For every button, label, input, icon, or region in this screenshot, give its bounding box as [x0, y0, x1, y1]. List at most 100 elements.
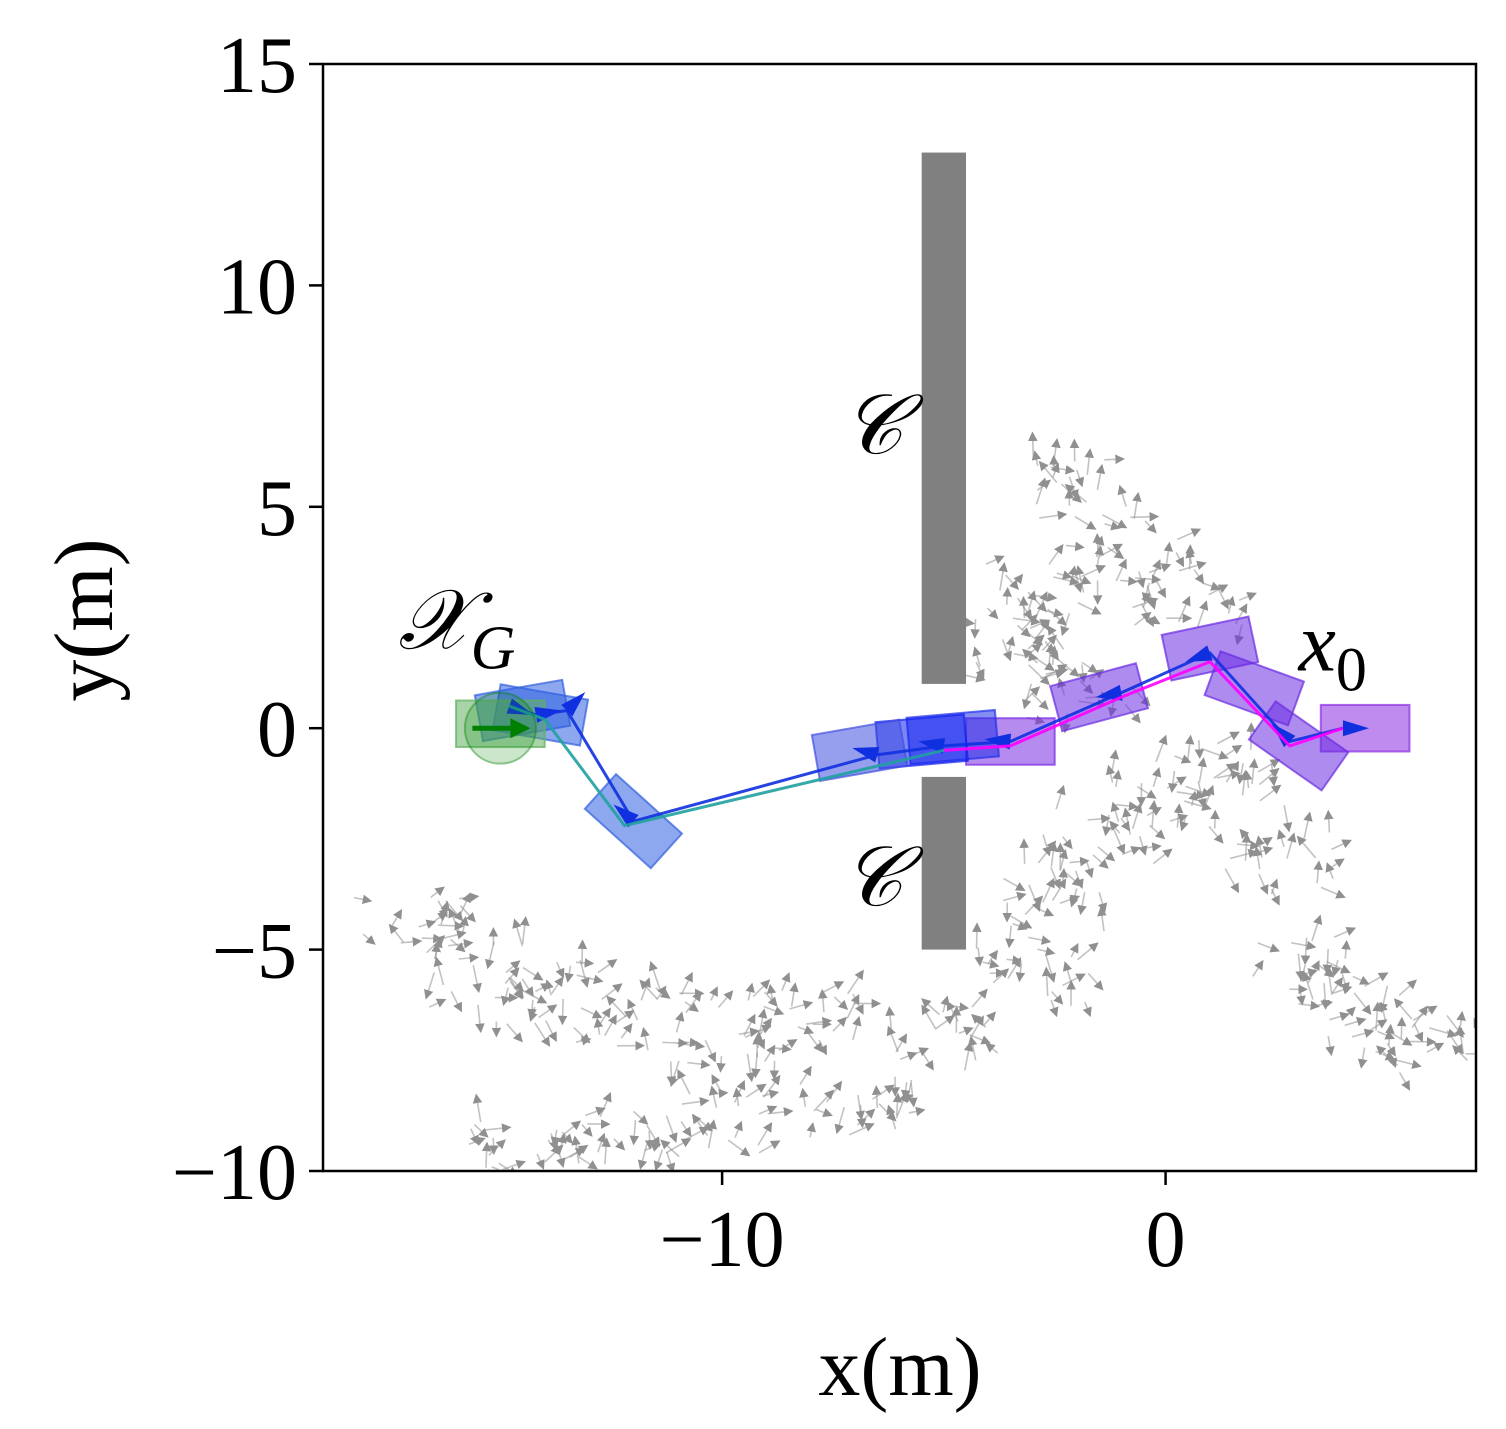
field-arrow: [1333, 927, 1357, 938]
field-arrow: [1024, 895, 1044, 916]
field-arrow: [1136, 785, 1157, 799]
field-arrow: [1377, 1030, 1396, 1040]
field-arrow: [967, 1035, 978, 1061]
field-arrow: [1325, 1035, 1335, 1057]
field-arrow: [522, 966, 544, 981]
field-arrow: [892, 1092, 903, 1116]
field-arrow: [998, 561, 1008, 591]
field-arrow: [872, 1084, 895, 1100]
field-arrow: [1329, 1011, 1350, 1022]
field-arrow: [1456, 1010, 1466, 1027]
field-arrow: [958, 1026, 974, 1036]
field-arrow: [1015, 962, 1026, 983]
field-arrow: [1325, 862, 1335, 879]
plot-frame: [321, 62, 1478, 1173]
field-arrow: [1357, 1047, 1368, 1069]
field-arrow: [1030, 592, 1058, 602]
field-arrow: [770, 1043, 792, 1054]
field-arrow: [908, 1047, 929, 1058]
field-arrow: [1038, 460, 1058, 484]
field-arrow: [1378, 1001, 1388, 1023]
field-arrow: [986, 607, 999, 620]
trajectory-lines: [506, 645, 1369, 828]
field-arrow: [982, 959, 1000, 969]
field-arrow: [1136, 571, 1146, 589]
field-arrow: [627, 998, 639, 1021]
field-arrow: [908, 1082, 918, 1108]
field-arrow: [639, 979, 659, 1000]
field-arrow: [677, 1069, 691, 1095]
field-arrow: [1081, 661, 1099, 674]
field-arrow: [756, 1034, 766, 1050]
field-arrow: [1056, 570, 1073, 580]
field-arrow: [1248, 758, 1259, 784]
field-arrow: [745, 1083, 767, 1098]
field-arrow: [1141, 592, 1151, 609]
heading-arrow: [1185, 645, 1213, 662]
field-arrow: [1396, 1016, 1407, 1039]
field-arrow: [1115, 558, 1127, 582]
field-arrow: [1092, 854, 1109, 869]
field-arrow: [428, 998, 447, 1008]
field-arrow: [481, 1141, 492, 1168]
field-arrow: [1027, 431, 1038, 458]
field-arrow: [585, 1106, 606, 1117]
field-arrow: [544, 979, 554, 996]
field-arrow: [433, 956, 445, 986]
field-arrow: [1027, 590, 1037, 613]
field-arrow: [1173, 803, 1184, 828]
field-arrow: [538, 1004, 558, 1019]
field-arrow: [1031, 692, 1049, 711]
field-arrow: [445, 900, 464, 922]
y-tick-label: 15: [217, 22, 297, 110]
field-arrow: [832, 1016, 847, 1032]
field-arrow: [680, 1037, 700, 1048]
field-arrow: [758, 1105, 778, 1115]
field-arrow: [1364, 972, 1389, 987]
field-arrow: [472, 1093, 483, 1123]
field-arrow: [1064, 871, 1083, 887]
field-arrow: [1185, 544, 1195, 570]
field-arrow: [687, 1059, 711, 1069]
field-arrow: [575, 1036, 592, 1046]
field-arrow: [1068, 565, 1078, 582]
field-arrow: [847, 969, 864, 995]
field-arrow: [1408, 1037, 1437, 1047]
field-arrow: [1331, 959, 1341, 977]
field-arrow: [727, 1139, 751, 1157]
y-axis-ticks: −10 −5 0 5 10 15: [172, 22, 323, 1217]
field-arrow: [1152, 848, 1173, 865]
field-arrow: [353, 894, 373, 905]
heading-arrow: [506, 698, 534, 715]
field-arrow: [974, 947, 984, 967]
field-arrow: [1320, 983, 1330, 1010]
y-tick-label: −10: [172, 1129, 297, 1217]
field-arrow: [519, 915, 530, 945]
field-arrow: [852, 1015, 862, 1041]
annotation: 𝒞: [842, 831, 924, 924]
field-arrow: [856, 1108, 876, 1126]
field-arrow: [1326, 960, 1351, 974]
field-arrow: [757, 1121, 773, 1146]
field-arrow: [400, 936, 423, 947]
field-arrow: [711, 1074, 723, 1095]
field-arrow: [1290, 940, 1317, 951]
field-arrow: [1045, 642, 1056, 663]
field-arrow: [1298, 964, 1308, 982]
field-arrow: [818, 1039, 827, 1056]
annotation: 𝒞: [842, 380, 924, 473]
field-arrow: [1175, 552, 1185, 568]
field-arrow: [556, 1152, 566, 1168]
heading-arrow: [852, 747, 880, 763]
field-arrow: [620, 1022, 633, 1039]
field-arrow: [1193, 569, 1205, 585]
field-arrow: [448, 938, 474, 949]
field-arrow: [708, 1085, 719, 1108]
field-arrow: [1330, 858, 1345, 868]
field-arrow: [1051, 878, 1067, 902]
field-arrow: [826, 1080, 843, 1103]
field-arrow: [1087, 814, 1111, 824]
field-arrow: [509, 981, 523, 1000]
field-arrow: [450, 938, 466, 953]
field-arrow: [1006, 955, 1023, 965]
